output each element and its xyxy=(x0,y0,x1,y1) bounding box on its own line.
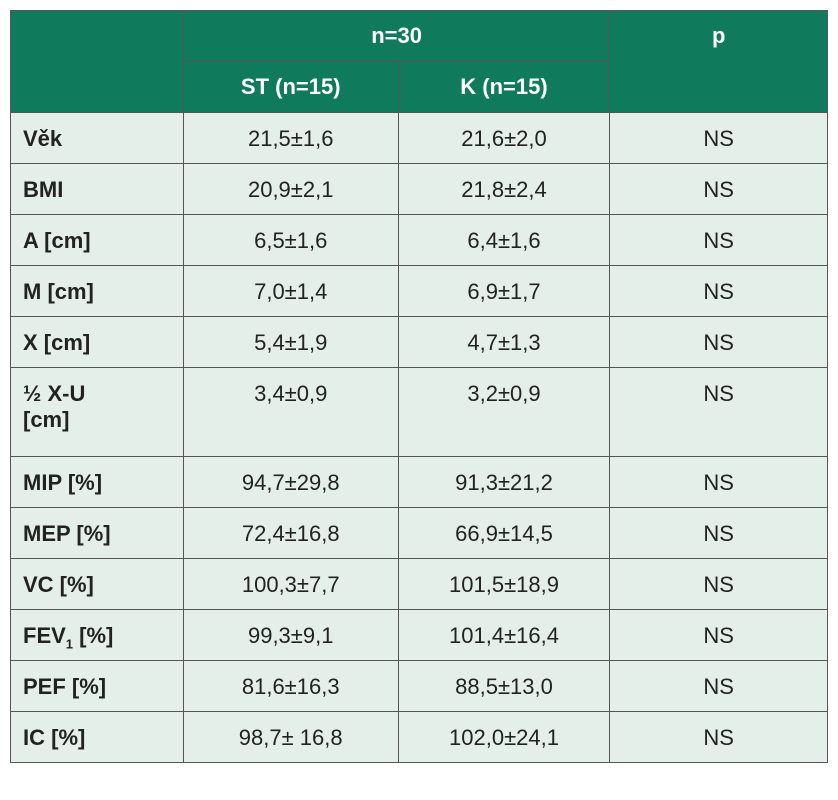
row-label: ½ X-U [cm] xyxy=(10,367,184,457)
table-row: Věk 21,5±1,6 21,6±2,0 NS xyxy=(10,112,828,164)
table-row: MEP [%] 72,4±16,8 66,9±14,5 NS xyxy=(10,507,828,559)
row-label: PEF [%] xyxy=(10,660,184,712)
label-main: FEV xyxy=(23,623,66,648)
value-cell: 21,8±2,4 xyxy=(397,163,611,215)
label-text: VC [%] xyxy=(23,572,94,597)
group-header: n=30 xyxy=(182,10,611,62)
p-value: NS xyxy=(609,456,828,508)
row-label: MIP [%] xyxy=(10,456,184,508)
table-row: VC [%] 100,3±7,7 101,5±18,9 NS xyxy=(10,558,828,610)
label-text: PEF [%] xyxy=(23,674,107,699)
value-cell: 21,5±1,6 xyxy=(182,112,399,164)
label-sub: 1 xyxy=(65,636,74,652)
value-cell: 91,3±21,2 xyxy=(397,456,611,508)
p-value: NS xyxy=(609,112,828,164)
value-cell: 99,3±9,1 xyxy=(182,609,399,661)
p-value: NS xyxy=(609,711,828,763)
table-row: IC [%] 98,7± 16,8 102,0±24,1 NS xyxy=(10,711,828,763)
label-text: X [cm] xyxy=(23,330,91,355)
table-row: FEV1 [%] 99,3±9,1 101,4±16,4 NS xyxy=(10,609,828,661)
value-cell: 5,4±1,9 xyxy=(182,316,399,368)
value-cell: 101,4±16,4 xyxy=(397,609,611,661)
table-row: A [cm] 6,5±1,6 6,4±1,6 NS xyxy=(10,214,828,266)
row-label: MEP [%] xyxy=(10,507,184,559)
p-value: NS xyxy=(609,558,828,610)
row-label: BMI xyxy=(10,163,184,215)
row-label: X [cm] xyxy=(10,316,184,368)
p-header: p xyxy=(609,10,828,113)
row-label: A [cm] xyxy=(10,214,184,266)
label-text: Věk xyxy=(23,126,63,151)
value-cell: 20,9±2,1 xyxy=(182,163,399,215)
sub-header: ST (n=15) xyxy=(182,61,399,113)
p-value: NS xyxy=(609,265,828,317)
label-text: BMI xyxy=(23,177,64,202)
table-row: MIP [%] 94,7±29,8 91,3±21,2 NS xyxy=(10,456,828,508)
label-text: IC [%] xyxy=(23,725,86,750)
value-cell: 3,4±0,9 xyxy=(182,367,399,457)
value-cell: 66,9±14,5 xyxy=(397,507,611,559)
value-cell: 4,7±1,3 xyxy=(397,316,611,368)
row-label: VC [%] xyxy=(10,558,184,610)
table-row: PEF [%] 81,6±16,3 88,5±13,0 NS xyxy=(10,660,828,712)
row-label: FEV1 [%] xyxy=(10,609,184,661)
value-cell: 21,6±2,0 xyxy=(397,112,611,164)
label-text: MEP [%] xyxy=(23,521,111,546)
value-cell: 3,2±0,9 xyxy=(397,367,611,457)
corner-cell xyxy=(10,10,184,113)
value-cell: 98,7± 16,8 xyxy=(182,711,399,763)
sub-header: K (n=15) xyxy=(397,61,611,113)
p-value: NS xyxy=(609,660,828,712)
label-text: FEV1 [%] xyxy=(23,623,113,651)
value-cell: 81,6±16,3 xyxy=(182,660,399,712)
row-label: IC [%] xyxy=(10,711,184,763)
value-cell: 6,9±1,7 xyxy=(397,265,611,317)
value-cell: 101,5±18,9 xyxy=(397,558,611,610)
p-value: NS xyxy=(609,316,828,368)
label-text: MIP [%] xyxy=(23,470,103,495)
value-cell: 100,3±7,7 xyxy=(182,558,399,610)
table-row: M [cm] 7,0±1,4 6,9±1,7 NS xyxy=(10,265,828,317)
table-row: BMI 20,9±2,1 21,8±2,4 NS xyxy=(10,163,828,215)
p-value: NS xyxy=(609,163,828,215)
value-cell: 7,0±1,4 xyxy=(182,265,399,317)
label-rest: [%] xyxy=(73,623,114,648)
value-cell: 102,0±24,1 xyxy=(397,711,611,763)
row-label: Věk xyxy=(10,112,184,164)
label-text: M [cm] xyxy=(23,279,94,304)
table-row: X [cm] 5,4±1,9 4,7±1,3 NS xyxy=(10,316,828,368)
row-label: M [cm] xyxy=(10,265,184,317)
value-cell: 6,5±1,6 xyxy=(182,214,399,266)
label-text: A [cm] xyxy=(23,228,91,253)
value-cell: 6,4±1,6 xyxy=(397,214,611,266)
value-cell: 94,7±29,8 xyxy=(182,456,399,508)
label-text: ½ X-U [cm] xyxy=(23,381,86,432)
p-value: NS xyxy=(609,214,828,266)
value-cell: 72,4±16,8 xyxy=(182,507,399,559)
p-value: NS xyxy=(609,507,828,559)
data-table: n=30 p ST (n=15) K (n=15) Věk 21,5±1,6 21,… xyxy=(10,10,828,763)
p-value: NS xyxy=(609,609,828,661)
p-value: NS xyxy=(609,367,828,457)
table-row: ½ X-U [cm] 3,4±0,9 3,2±0,9 NS xyxy=(10,367,828,457)
table-body: Věk 21,5±1,6 21,6±2,0 NS BMI 20,9±2,1 21,8±2,4… xyxy=(10,112,828,763)
value-cell: 88,5±13,0 xyxy=(397,660,611,712)
